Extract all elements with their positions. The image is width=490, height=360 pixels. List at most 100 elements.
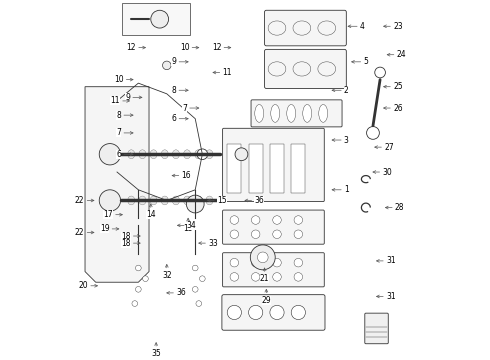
Text: 13: 13 [183, 218, 193, 233]
Polygon shape [85, 87, 149, 282]
Text: 36: 36 [245, 196, 264, 205]
Ellipse shape [195, 150, 202, 159]
Text: 7: 7 [116, 129, 133, 138]
Ellipse shape [303, 104, 312, 122]
Circle shape [251, 216, 260, 224]
Circle shape [294, 273, 303, 281]
Text: 22: 22 [75, 196, 94, 205]
Ellipse shape [150, 196, 157, 205]
Text: 23: 23 [384, 22, 403, 31]
Circle shape [294, 230, 303, 239]
Text: 3: 3 [332, 135, 349, 144]
Ellipse shape [184, 150, 191, 159]
Ellipse shape [319, 104, 328, 122]
Text: 12: 12 [212, 43, 231, 52]
Circle shape [230, 230, 239, 239]
FancyBboxPatch shape [265, 49, 346, 89]
FancyBboxPatch shape [222, 253, 324, 287]
Text: 2: 2 [332, 86, 349, 95]
FancyBboxPatch shape [251, 100, 342, 127]
Ellipse shape [206, 196, 213, 205]
Text: 4: 4 [348, 22, 365, 31]
Text: 25: 25 [384, 82, 403, 91]
Text: 18: 18 [121, 239, 140, 248]
Text: 9: 9 [172, 57, 188, 66]
Circle shape [227, 305, 242, 320]
Ellipse shape [139, 150, 146, 159]
Ellipse shape [172, 196, 179, 205]
Circle shape [248, 305, 263, 320]
Circle shape [294, 258, 303, 267]
Text: 28: 28 [386, 203, 404, 212]
Text: 7: 7 [182, 104, 199, 113]
Circle shape [136, 265, 141, 271]
Circle shape [136, 287, 141, 292]
Text: 24: 24 [387, 50, 406, 59]
Bar [227, 144, 242, 193]
Circle shape [143, 276, 148, 282]
FancyBboxPatch shape [222, 210, 324, 244]
Text: 14: 14 [146, 204, 156, 219]
Ellipse shape [128, 196, 135, 205]
Circle shape [193, 265, 198, 271]
Text: 27: 27 [375, 143, 394, 152]
Circle shape [235, 148, 248, 161]
Circle shape [132, 301, 138, 306]
Text: 31: 31 [376, 292, 395, 301]
Text: 30: 30 [373, 167, 392, 176]
Text: 10: 10 [114, 75, 133, 84]
Text: 16: 16 [172, 171, 191, 180]
Circle shape [251, 230, 260, 239]
Circle shape [163, 61, 171, 69]
Text: 33: 33 [199, 239, 218, 248]
Circle shape [230, 216, 239, 224]
Circle shape [151, 10, 169, 28]
Ellipse shape [287, 104, 295, 122]
Ellipse shape [206, 150, 213, 159]
Text: 19: 19 [100, 224, 119, 233]
Ellipse shape [271, 104, 280, 122]
Circle shape [230, 258, 239, 267]
Bar [248, 144, 263, 193]
Ellipse shape [255, 104, 264, 122]
Ellipse shape [184, 196, 191, 205]
FancyBboxPatch shape [222, 128, 324, 202]
Circle shape [273, 258, 281, 267]
Circle shape [99, 190, 121, 211]
Ellipse shape [195, 196, 202, 205]
Text: 1: 1 [332, 185, 349, 194]
Circle shape [251, 273, 260, 281]
Text: 10: 10 [180, 43, 199, 52]
Text: 18: 18 [121, 231, 140, 240]
Text: 17: 17 [103, 210, 122, 219]
Text: 6: 6 [116, 150, 133, 159]
FancyBboxPatch shape [265, 10, 346, 46]
Circle shape [199, 276, 205, 282]
Circle shape [273, 230, 281, 239]
Text: 15: 15 [208, 196, 227, 205]
Text: 34: 34 [177, 221, 196, 230]
Circle shape [273, 216, 281, 224]
Text: 9: 9 [125, 93, 142, 102]
Text: 26: 26 [384, 104, 403, 113]
Text: 11: 11 [213, 68, 232, 77]
FancyBboxPatch shape [222, 295, 325, 330]
Text: 29: 29 [262, 289, 271, 305]
Text: 36: 36 [167, 288, 186, 297]
Ellipse shape [161, 150, 168, 159]
FancyBboxPatch shape [365, 313, 388, 344]
Text: 35: 35 [151, 343, 161, 358]
Circle shape [375, 67, 386, 78]
Text: 12: 12 [126, 43, 146, 52]
Ellipse shape [128, 150, 135, 159]
Circle shape [270, 305, 284, 320]
Text: 22: 22 [75, 228, 94, 237]
Ellipse shape [172, 150, 179, 159]
Bar [270, 144, 284, 193]
Circle shape [291, 305, 305, 320]
Circle shape [186, 195, 204, 213]
Text: 11: 11 [110, 96, 129, 105]
Circle shape [273, 273, 281, 281]
Circle shape [257, 252, 268, 263]
Circle shape [197, 149, 208, 159]
